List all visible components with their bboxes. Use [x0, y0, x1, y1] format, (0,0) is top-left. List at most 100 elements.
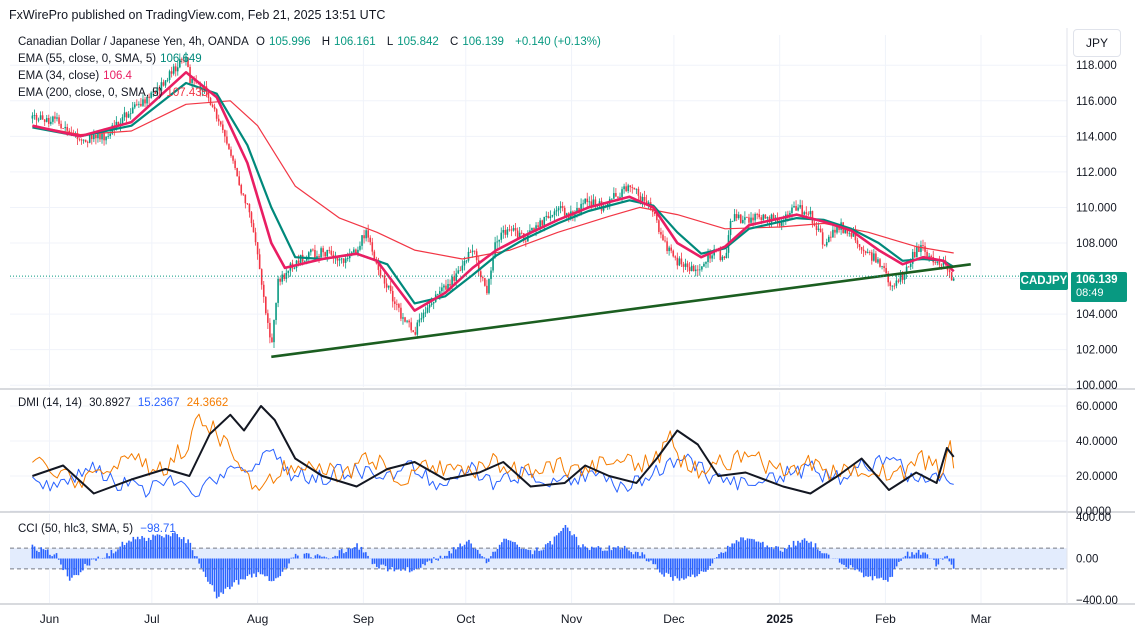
currency-button[interactable]: JPY [1073, 29, 1121, 57]
candle-body [594, 199, 597, 205]
candle [256, 242, 259, 260]
candle [445, 279, 447, 291]
cci-tick-label: 400.00 [1076, 512, 1111, 524]
candle-body [670, 247, 672, 251]
candle [320, 246, 322, 260]
candle-body [400, 307, 402, 319]
candle-body [576, 207, 578, 213]
candle-body [705, 262, 707, 264]
candle [176, 61, 179, 76]
candle-body [144, 99, 146, 104]
candle-body [940, 264, 943, 266]
ema55-legend[interactable]: EMA (55, close, 0, SMA, 5) 106.649 [18, 53, 206, 65]
candle-body [510, 229, 513, 231]
ohlc-close: C 106.139 [450, 36, 504, 48]
candle-body [176, 67, 179, 72]
candle-body [244, 194, 247, 204]
candle [907, 266, 910, 268]
candle-body [916, 246, 918, 258]
candle [506, 226, 509, 238]
candle-body [393, 301, 396, 304]
candle-body [686, 263, 689, 268]
candle-body [265, 296, 267, 314]
candle [615, 188, 617, 198]
ohlc-change: +0.140 (+0.13%) [515, 36, 601, 48]
candle-body [385, 283, 388, 288]
candle-body [846, 229, 849, 234]
candle-body [584, 198, 586, 204]
candle-body [127, 114, 130, 118]
candle-body [455, 273, 458, 281]
candle-body [275, 302, 277, 320]
candle-body [338, 259, 341, 261]
candle [498, 239, 500, 247]
candle-body [539, 220, 541, 228]
candle [166, 77, 169, 83]
ohlc-open: O 105.996 [256, 36, 311, 48]
cci-pane[interactable] [31, 525, 955, 599]
candle-body [586, 198, 589, 202]
candle [555, 206, 558, 217]
candle [387, 285, 390, 290]
candle [619, 192, 621, 199]
candle [275, 302, 277, 325]
candle [148, 93, 150, 104]
candle [938, 255, 941, 270]
symbol-price-tag: CADJPY [1020, 272, 1068, 290]
candle-body [791, 207, 793, 213]
candle [179, 53, 181, 69]
candle-body [641, 197, 644, 202]
candle [402, 312, 404, 325]
candle-body [117, 121, 120, 126]
candle-body [555, 210, 558, 212]
candle [443, 283, 445, 292]
candle-body [498, 239, 500, 242]
time-tick-label: Mar [971, 612, 992, 626]
candle-body [541, 220, 543, 226]
candle [926, 249, 928, 257]
candle [801, 200, 804, 217]
candle [238, 170, 240, 187]
candle [563, 205, 566, 218]
dmi-pane[interactable] [32, 405, 955, 498]
candle-body [750, 217, 752, 223]
candle-body [518, 232, 521, 238]
candle-body [821, 232, 824, 245]
candle [457, 266, 460, 275]
candle-body [422, 312, 425, 319]
candle-body [647, 202, 650, 204]
candle-body [580, 203, 582, 214]
candle-body [514, 228, 517, 231]
candle-body [230, 149, 232, 156]
candle-body [269, 322, 271, 338]
candle-body [477, 260, 480, 272]
candle [222, 120, 224, 134]
candle-body [658, 220, 660, 232]
candle-body [875, 253, 877, 263]
candle-body [35, 114, 38, 120]
candle-body [316, 256, 318, 259]
candle [398, 302, 400, 313]
candle-body [336, 257, 339, 261]
candle [705, 261, 707, 269]
candle-body [314, 249, 316, 259]
dmi-legend[interactable]: DMI (14, 14) 30.8927 15.2367 24.3662 [18, 397, 232, 409]
candle-body [479, 271, 482, 278]
candle [224, 129, 226, 143]
ema34-legend[interactable]: EMA (34, close) 106.4 [18, 70, 136, 82]
candle [496, 235, 498, 249]
cci-legend[interactable]: CCI (50, hlc3, SMA, 5) −98.71 [18, 523, 180, 535]
candle [90, 133, 93, 145]
candle [676, 252, 679, 270]
candle-body [156, 87, 159, 94]
candle-body [694, 269, 697, 272]
candle-body [903, 273, 906, 280]
candle [107, 132, 109, 139]
candle-body [318, 256, 320, 258]
ema34-value: 106.4 [103, 70, 132, 82]
ema200-legend[interactable]: EMA (200, close, 0, SMA, 5) 107.435 [18, 87, 212, 99]
price-pane[interactable] [10, 51, 1067, 359]
candle [391, 286, 394, 308]
candle-body [158, 87, 161, 91]
candle-body [39, 115, 42, 120]
